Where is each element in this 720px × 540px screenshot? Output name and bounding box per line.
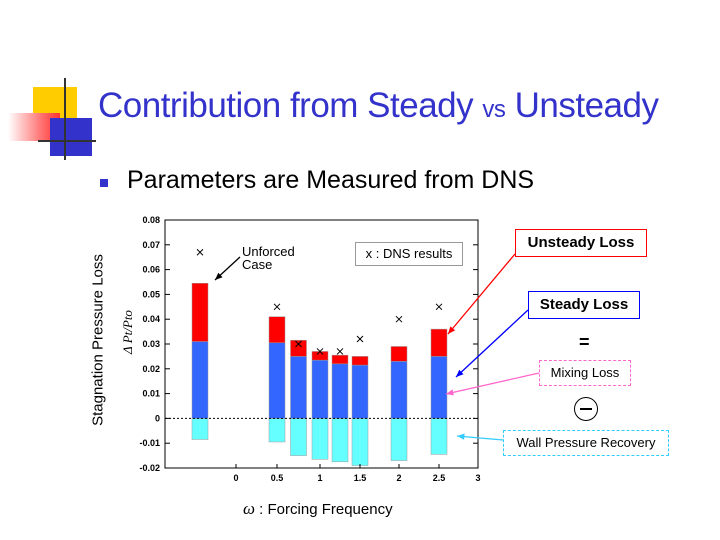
dns-point-stroke xyxy=(395,315,403,323)
mixing-arrow-head xyxy=(446,389,454,396)
arrows-group xyxy=(214,253,540,441)
bar-wall-recovery xyxy=(311,418,329,460)
y-tick-label: 0.05 xyxy=(142,289,160,299)
x-tick-label: 2.5 xyxy=(433,473,446,483)
x-tick-label: 1.5 xyxy=(354,473,367,483)
y-tick-label: 0.01 xyxy=(142,389,160,399)
bullet-icon xyxy=(100,179,108,187)
bar-wall-recovery xyxy=(268,418,286,443)
dns-point xyxy=(336,348,344,355)
bar-wall-recovery xyxy=(390,418,408,461)
wall-pressure-recovery-label: Wall Pressure Recovery xyxy=(503,430,669,456)
unforced-annotation: Unforced Case xyxy=(242,245,295,271)
y-tick-label: 0.06 xyxy=(142,265,160,275)
bar-unsteady-loss xyxy=(311,351,329,361)
steady-loss-label: Steady Loss xyxy=(528,291,640,319)
x-tick-label: 0 xyxy=(233,473,238,483)
unsteady-arrow xyxy=(447,253,516,335)
bar-wall-recovery xyxy=(290,418,307,456)
axes-group: 0.08 0.07 0.06 0.05 0.04 0.03 0.02 0.01 0 -0.01 -0… xyxy=(139,215,480,483)
dns-point-stroke xyxy=(316,348,324,355)
bar-unsteady-loss xyxy=(268,316,286,344)
y-tick-label: -0.01 xyxy=(139,438,160,448)
bar-wall-recovery xyxy=(430,418,448,455)
bar-wall-recovery xyxy=(191,418,209,440)
unsteady-arrow-line xyxy=(447,253,516,335)
dns-point xyxy=(196,248,204,256)
decor-vertical-line xyxy=(64,78,66,160)
bar-unsteady-loss xyxy=(331,354,349,365)
bar-unsteady-loss xyxy=(351,356,369,366)
mixing-arrow-line xyxy=(445,372,540,395)
x-axis-symbol: ω xyxy=(243,499,256,518)
decor-horizontal-line xyxy=(38,140,96,142)
bar-unsteady-loss xyxy=(430,328,448,357)
decor-blue-square xyxy=(50,118,92,156)
y-tick-label: 0.03 xyxy=(142,339,160,349)
bar-unsteady-loss xyxy=(191,282,209,342)
bar-mixing-loss xyxy=(390,361,408,419)
x-tick-label: 3 xyxy=(475,473,480,483)
dns-marks-group xyxy=(196,248,443,355)
bullet-text: Parameters are Measured from DNS xyxy=(127,166,535,194)
dns-point-stroke xyxy=(273,303,281,311)
bar-mixing-loss xyxy=(331,363,349,419)
x-tick-label: 1 xyxy=(317,473,322,483)
unsteady-arrow-head xyxy=(448,326,456,334)
unsteady-loss-label: Unsteady Loss xyxy=(515,229,647,257)
x-tick-label: 0.5 xyxy=(271,473,284,483)
bars-group xyxy=(191,282,448,466)
x-axis-text: : Forcing Frequency xyxy=(255,501,393,518)
bar-wall-recovery xyxy=(351,418,369,466)
bar-mixing-loss xyxy=(268,342,286,419)
bar-mixing-loss xyxy=(311,359,329,419)
bar-unsteady-loss xyxy=(390,346,408,362)
unforced-arrow xyxy=(214,256,241,281)
dns-point-stroke xyxy=(356,335,364,343)
y-tick-label: 0.08 xyxy=(142,215,160,225)
dns-point xyxy=(273,303,281,311)
dns-point xyxy=(316,348,324,355)
minus-circle-icon xyxy=(574,397,598,421)
dns-point xyxy=(356,335,364,343)
y-tick-label: 0.02 xyxy=(142,364,160,374)
bar-mixing-loss xyxy=(430,356,448,419)
x-axis-label: ω : Forcing Frequency xyxy=(243,499,393,519)
title-end: Unsteady xyxy=(514,86,659,125)
title-main: Contribution from Steady xyxy=(98,86,474,125)
bar-wall-recovery xyxy=(331,418,349,463)
bar-mixing-loss xyxy=(290,356,307,419)
title-vs: vs xyxy=(482,96,506,123)
dns-point xyxy=(395,315,403,323)
y-tick-label: 0.04 xyxy=(142,314,160,324)
y-tick-label: 0.07 xyxy=(142,240,160,250)
wall-arrow-line xyxy=(456,435,504,441)
unforced-arrow-head xyxy=(215,272,223,280)
y-tick-label: -0.02 xyxy=(139,463,160,473)
dns-legend: x : DNS results xyxy=(355,242,463,266)
wall-arrow-head xyxy=(457,433,465,440)
dns-point-stroke xyxy=(435,303,443,311)
unforced-line2: Case xyxy=(242,257,273,272)
wall-arrow xyxy=(456,433,504,441)
dns-point-stroke xyxy=(196,248,204,256)
bar-unsteady-loss xyxy=(290,340,307,357)
y-tick-label: 0 xyxy=(155,413,160,423)
dns-point-stroke xyxy=(336,348,344,355)
dns-point-stroke xyxy=(295,340,302,348)
steady-arrow xyxy=(455,309,529,378)
bar-mixing-loss xyxy=(191,341,209,419)
page-title: Contribution from Steady vs Unsteady xyxy=(98,86,659,126)
dns-point xyxy=(435,303,443,311)
unforced-line1: Unforced xyxy=(242,244,295,259)
steady-arrow-line xyxy=(455,309,529,378)
mixing-loss-label: Mixing Loss xyxy=(539,360,631,386)
equals-sign: = xyxy=(579,332,590,352)
dns-point xyxy=(295,340,302,348)
bar-mixing-loss xyxy=(351,364,369,419)
mixing-arrow xyxy=(445,372,540,396)
steady-arrow-head xyxy=(456,369,464,377)
x-tick-label: 2 xyxy=(396,473,401,483)
